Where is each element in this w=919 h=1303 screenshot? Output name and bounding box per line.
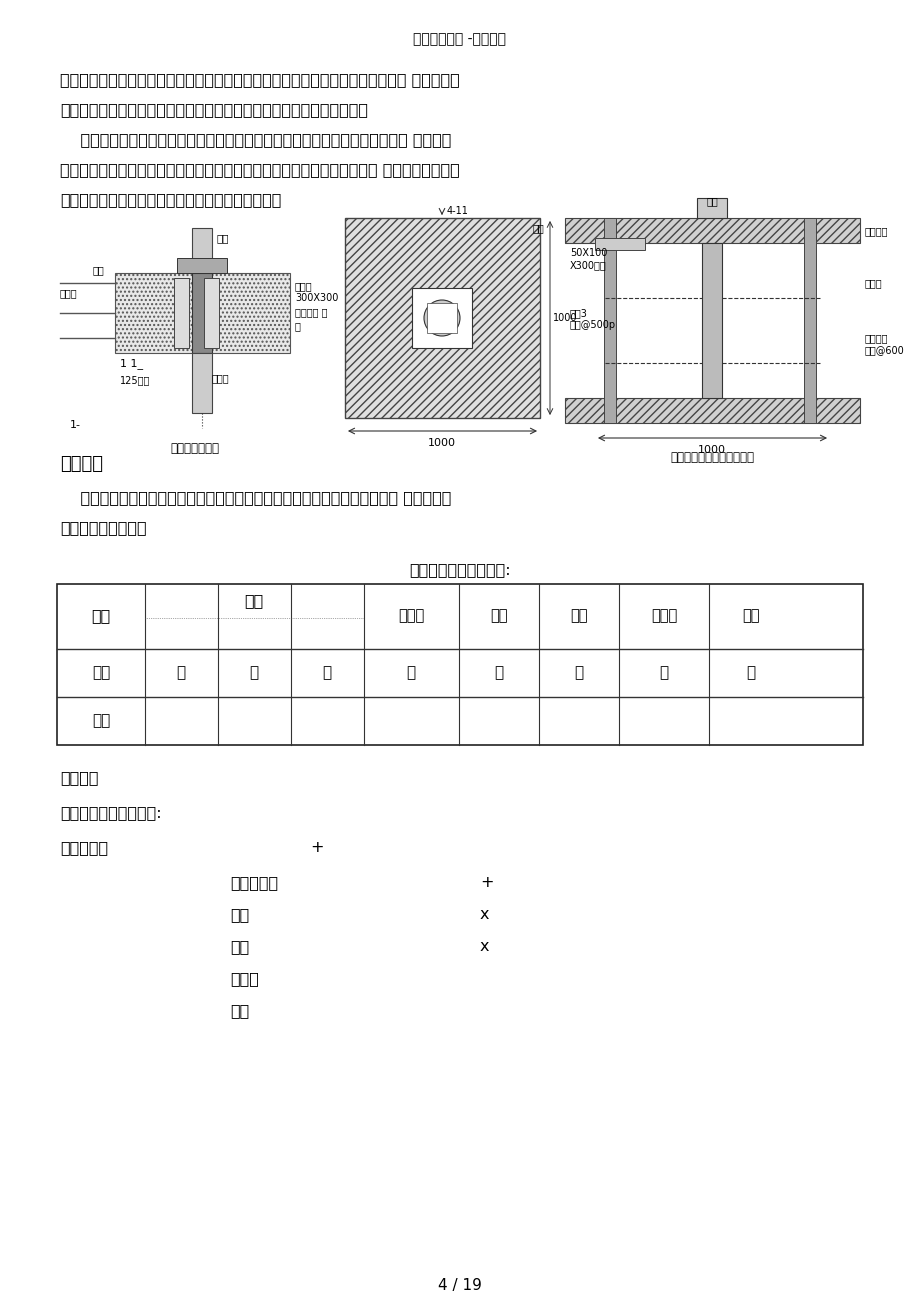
Text: 横向工地: 横向工地	[864, 334, 888, 343]
Bar	[174, 278, 188, 348]
Text: 钢管@500p: 钢管@500p	[570, 321, 616, 330]
Text: 根: 根	[322, 666, 331, 680]
Bar	[176, 258, 227, 274]
Text: 1000: 1000	[552, 313, 577, 323]
Bar	[57, 584, 862, 745]
Text: 弯管: 弯管	[230, 907, 249, 923]
Text: x: x	[480, 939, 489, 954]
Text: 125泵管: 125泵管	[119, 375, 150, 384]
Bar	[595, 238, 644, 250]
Text: 锥管: 锥管	[230, 939, 249, 954]
Text: 地面水平管: 地面水平管	[60, 840, 108, 855]
Text: 结构层: 结构层	[211, 373, 230, 383]
Text: 个人收集整理 -仅供参考: 个人收集整理 -仅供参考	[413, 33, 506, 46]
Text: 个: 个	[494, 666, 503, 680]
Text: 一锥管: 一锥管	[397, 609, 424, 624]
Text: 软管根: 软管根	[230, 971, 258, 986]
Bar	[701, 242, 721, 397]
Bar	[204, 278, 219, 348]
Bar	[412, 288, 471, 348]
Text: 输送管的水平换算长度:: 输送管的水平换算长度:	[60, 805, 162, 820]
Text: 胶皮垫: 胶皮垫	[60, 288, 77, 298]
Text: 合计: 合计	[230, 1003, 249, 1018]
Text: +: +	[480, 876, 493, 890]
Text: 4-11: 4-11	[447, 206, 469, 216]
Text: 面水平管与布料机间的连接弯管，必须固定牢固（详见下图）。否则，不但 降低输送混凝土的: 面水平管与布料机间的连接弯管，必须固定牢固（详见下图）。否则，不但 降低输送混凝…	[60, 162, 460, 177]
Text: 楼面水平管: 楼面水平管	[230, 876, 278, 890]
Circle shape	[424, 300, 460, 336]
Bar	[564, 397, 859, 423]
Bar	[564, 218, 859, 242]
Text: 个: 个	[659, 666, 668, 680]
Text: 泵管: 泵管	[217, 233, 229, 242]
Text: x: x	[480, 907, 489, 923]
Text: +: +	[310, 840, 323, 855]
Text: 项目: 项目	[91, 609, 110, 624]
Text: 个: 个	[406, 666, 415, 680]
Bar	[192, 353, 211, 413]
Text: 预留洞一 木: 预留洞一 木	[295, 308, 327, 317]
Text: 弯管，曲率半径为。: 弯管，曲率半径为。	[60, 520, 146, 536]
Text: 泵管竖向加固图: 泵管竖向加固图	[170, 442, 220, 455]
Bar	[192, 274, 211, 353]
Text: X300木方: X300木方	[570, 261, 607, 270]
Text: 根: 根	[745, 666, 754, 680]
Text: 混凝土泵送管件统计表:: 混凝土泵送管件统计表:	[409, 562, 510, 577]
Text: 木楔: 木楔	[532, 223, 544, 233]
Text: 1-: 1-	[70, 420, 81, 430]
Text: 直管: 直管	[244, 593, 264, 607]
Text: 一结构层: 一结构层	[864, 225, 888, 236]
Text: 1000: 1000	[698, 446, 725, 455]
Text: 数量: 数量	[92, 714, 110, 728]
Text: 木楔: 木楔	[93, 265, 105, 275]
Text: 卡处做支墩，垫好木块，使泵送管不得在反作用力下任意晃动，楼层中的垂直管穿 楼板下水管: 卡处做支墩，垫好木块，使泵送管不得在反作用力下任意晃动，楼层中的垂直管穿 楼板下…	[60, 72, 460, 87]
Bar	[426, 304, 457, 334]
Bar	[345, 218, 539, 418]
Text: 个: 个	[573, 666, 583, 680]
Text: 结构层: 结构层	[295, 281, 312, 291]
Text: 300X300: 300X300	[295, 293, 338, 304]
Text: 管卡: 管卡	[570, 609, 587, 624]
Text: 地下管和竖管使用高压管，输送管使用低压管输送管。多为管，配用少量管 弯管选用度: 地下管和竖管使用高压管，输送管使用低压管输送管。多为管，配用少量管 弯管选用度	[60, 490, 451, 506]
Text: 1000: 1000	[427, 438, 456, 448]
Text: 单位: 单位	[92, 666, 110, 680]
Bar	[803, 218, 815, 423]
Text: 楔: 楔	[295, 321, 301, 331]
Text: 脚手管: 脚手管	[864, 278, 881, 288]
Text: 预留洞敷设，并在楼层用木楔将泵送管紧围，并作支架分担泵送管自重。: 预留洞敷设，并在楼层用木楔将泵送管紧围，并作支架分担泵送管自重。	[60, 102, 368, 117]
Text: 钢管@600: 钢管@600	[864, 345, 903, 354]
Text: 泵管水平与竖向加固示意图: 泵管水平与竖向加固示意图	[669, 451, 754, 464]
Bar	[604, 218, 616, 423]
Text: 弯头: 弯头	[490, 609, 507, 624]
Text: 纵向3: 纵向3	[570, 308, 587, 318]
Text: 50X100: 50X100	[570, 248, 607, 258]
Bar	[115, 274, 289, 353]
Text: 泵型选用: 泵型选用	[60, 770, 98, 784]
Text: 截上阀: 截上阀	[650, 609, 676, 624]
Text: 泵管: 泵管	[706, 195, 718, 206]
Text: 根: 根	[249, 666, 258, 680]
Text: 泵管在施工层不得直接支承在钢筋模板上，特别注意楼面水平管与垂直管间的 弯管及楼: 泵管在施工层不得直接支承在钢筋模板上，特别注意楼面水平管与垂直管间的 弯管及楼	[60, 132, 451, 147]
Bar	[192, 228, 211, 274]
Text: 泵管选用: 泵管选用	[60, 455, 103, 473]
Text: 根: 根	[176, 666, 186, 680]
Text: 1 1_: 1 1_	[119, 358, 143, 369]
Text: 能力，而且还会影响布料机的安全使用及安全施工。: 能力，而且还会影响布料机的安全使用及安全施工。	[60, 192, 281, 207]
Bar	[697, 198, 726, 218]
Text: 软管: 软管	[742, 609, 759, 624]
Text: 4 / 19: 4 / 19	[437, 1278, 482, 1293]
